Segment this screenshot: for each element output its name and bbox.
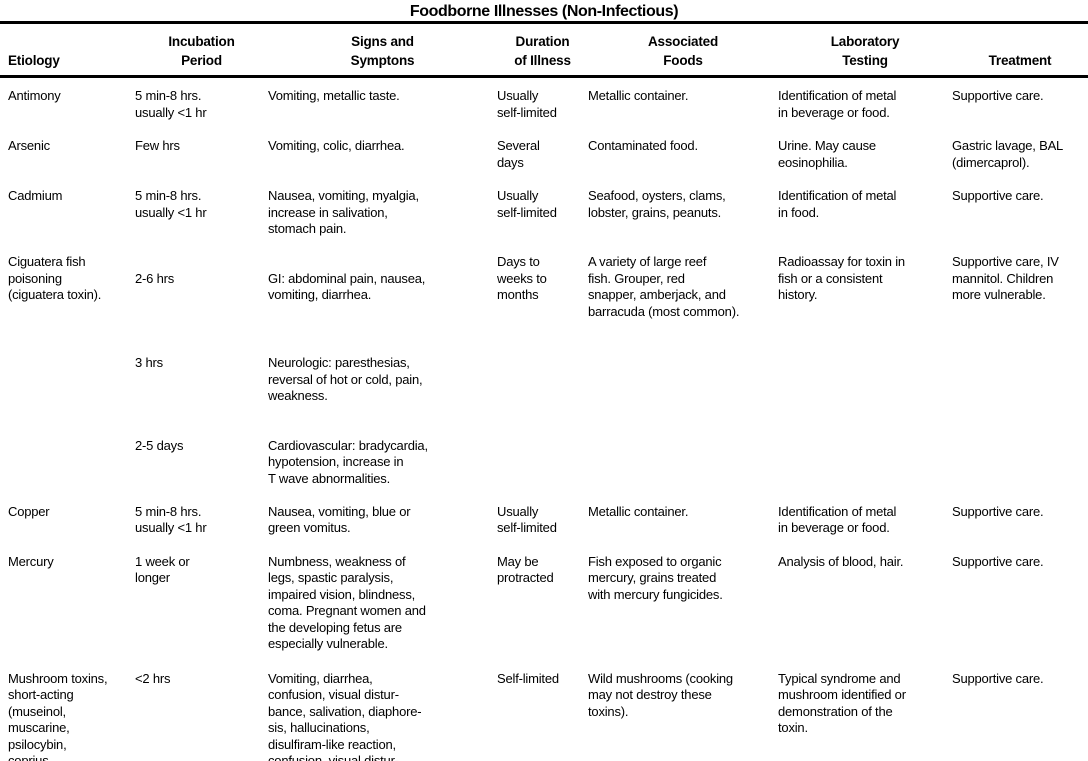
cell-lab: Typical syndrome and mushroom identified… [778, 670, 906, 736]
table-row-mercury: Mercury 1 week or longer Numbness, weakn… [8, 554, 1088, 671]
cell-incubation: Few hrs [135, 138, 180, 153]
column-header-signs-symptoms: Signs and Symptons [350, 34, 415, 68]
table-row-copper: Copper 5 min-8 hrs. usually <1 hr Nausea… [8, 504, 1088, 554]
cell-incubation: <2 hrs [135, 670, 171, 686]
column-header-treatment: Treatment [988, 53, 1052, 68]
cell-duration: Several days [497, 138, 540, 170]
cell-duration: Self-limited [497, 670, 559, 686]
header-divider [0, 75, 1088, 78]
cell-foods: Fish exposed to organic mercury, grains … [588, 553, 723, 602]
table-row-ciguatera: Ciguatera fish poisoning (ciguatera toxi… [8, 254, 1088, 504]
cell-foods: Wild mushrooms (cooking may not destroy … [588, 670, 733, 719]
signs-gi: GI: abdominal pain, nausea, vomiting, di… [268, 270, 426, 303]
cell-lab: Identification of metal in beverage or f… [778, 88, 897, 120]
cell-treatment: Supportive care. [952, 553, 1044, 569]
cell-signs: Vomiting, metallic taste. [268, 88, 400, 103]
cell-treatment: Supportive care. [952, 88, 1044, 103]
cell-foods: Contaminated food. [588, 138, 698, 153]
cell-foods: A variety of large reef fish. Grouper, r… [588, 254, 740, 319]
incubation-gi: 2-6 hrs [135, 270, 175, 286]
signs-cardiovascular: Cardiovascular: bradycardia, hypotension… [268, 437, 428, 486]
table-row-arsenic: Arsenic Few hrs Vomiting, colic, diarrhe… [8, 138, 1088, 188]
cell-treatment: Supportive care. [952, 670, 1044, 686]
cell-duration: Days to weeks to months [497, 254, 547, 302]
cell-foods: Seafood, oysters, clams, lobster, grains… [588, 188, 726, 220]
column-header-duration: Duration of Illness [514, 34, 571, 68]
cell-incubation: 2-6 hrs 3 hrs 2-5 days [135, 254, 268, 471]
cell-treatment: Gastric lavage, BAL (dimercaprol). [952, 138, 1064, 170]
column-header-etiology: Etiology [8, 53, 60, 68]
cell-foods: Metallic container. [588, 88, 689, 103]
cell-incubation: 5 min-8 hrs. usually <1 hr [135, 88, 207, 120]
table-row-mushroom-toxins: Mushroom toxins, short-acting (museinol,… [8, 671, 1088, 761]
cell-treatment: Supportive care. [952, 188, 1044, 203]
cell-incubation: 5 min-8 hrs. usually <1 hr [135, 503, 207, 536]
cell-etiology: Mushroom toxins, short-acting (museinol,… [8, 670, 108, 761]
cell-foods: Metallic container. [588, 503, 689, 519]
cell-lab: Identification of metal in food. [778, 188, 897, 220]
cell-duration: May be protracted [497, 553, 554, 586]
table-body: Antimony 5 min-8 hrs. usually <1 hr Vomi… [0, 78, 1088, 761]
title-divider [0, 21, 1088, 24]
page-title: Foodborne Illnesses (Non-Infectious) [409, 3, 679, 20]
cell-lab: Analysis of blood, hair. [778, 553, 904, 569]
cell-lab: Urine. May cause eosinophilia. [778, 138, 876, 170]
cell-duration: Usually self-limited [497, 88, 557, 120]
cell-treatment: Supportive care. [952, 503, 1044, 519]
column-header-incubation-period: Incubation Period [168, 34, 235, 68]
cell-signs: GI: abdominal pain, nausea, vomiting, di… [268, 254, 497, 504]
cell-signs: Vomiting, diarrhea, confusion, visual di… [268, 670, 422, 761]
cell-duration: Usually self-limited [497, 503, 557, 536]
cell-etiology: Mercury [8, 553, 54, 569]
column-header-associated-foods: Associated Foods [647, 34, 719, 68]
incubation-cardiovascular: 2-5 days [135, 437, 184, 453]
cell-incubation: 5 min-8 hrs. usually <1 hr [135, 188, 207, 220]
cell-treatment: Supportive care, IV mannitol. Children m… [952, 254, 1059, 302]
signs-neurologic: Neurologic: paresthesias, reversal of ho… [268, 355, 423, 403]
table-row-cadmium: Cadmium 5 min-8 hrs. usually <1 hr Nause… [8, 188, 1088, 254]
table-row-antimony: Antimony 5 min-8 hrs. usually <1 hr Vomi… [8, 88, 1088, 138]
cell-lab: Identification of metal in beverage or f… [778, 503, 897, 536]
cell-signs: Nausea, vomiting, myalgia, increase in s… [268, 188, 419, 236]
cell-signs: Nausea, vomiting, blue or green vomitus. [268, 503, 411, 536]
cell-signs: Numbness, weakness of legs, spastic para… [268, 553, 426, 652]
cell-incubation: 1 week or longer [135, 553, 190, 586]
cell-etiology: Ciguatera fish poisoning (ciguatera toxi… [8, 254, 102, 302]
cell-etiology: Copper [8, 503, 50, 519]
cell-signs: Vomiting, colic, diarrhea. [268, 138, 405, 153]
cell-etiology: Cadmium [8, 188, 63, 203]
cell-etiology: Arsenic [8, 138, 50, 153]
incubation-neurologic: 3 hrs [135, 355, 163, 370]
cell-etiology: Antimony [8, 88, 61, 103]
table-header-row: Etiology Incubation Period Signs and Sym… [0, 24, 1088, 75]
column-header-laboratory-testing: Laboratory Testing [830, 34, 900, 68]
cell-duration: Usually self-limited [497, 188, 557, 220]
cell-lab: Radioassay for toxin in fish or a consis… [778, 254, 905, 302]
